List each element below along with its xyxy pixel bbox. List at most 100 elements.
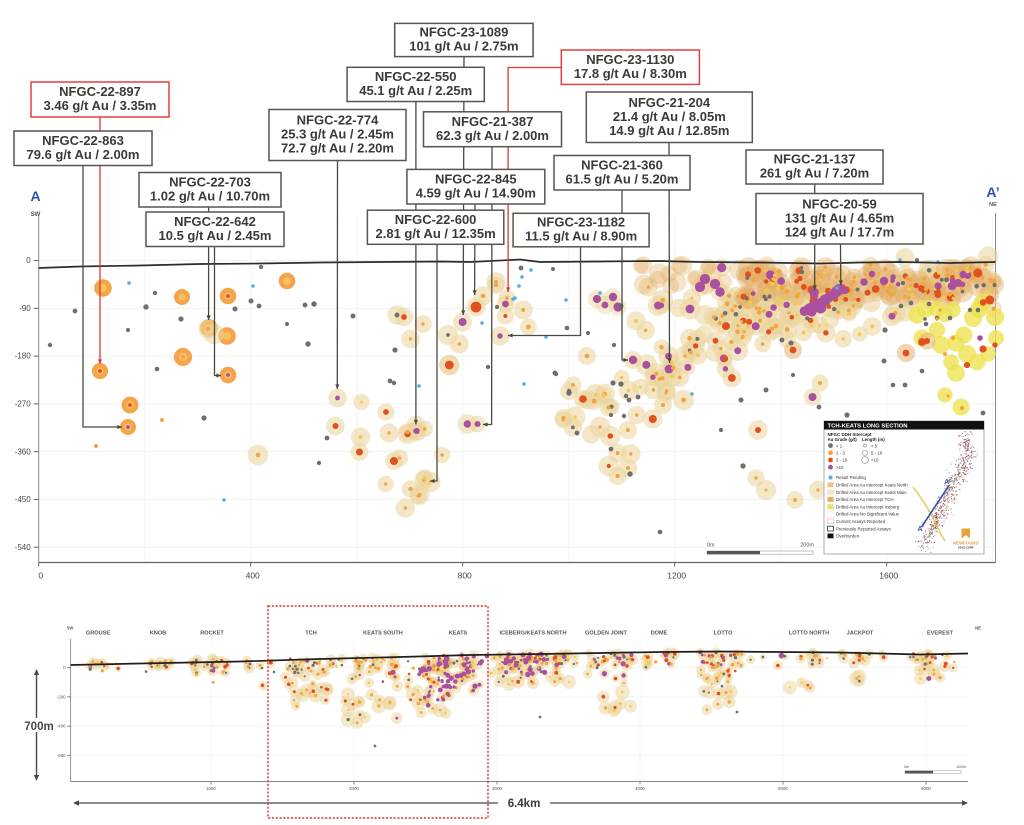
svg-text:ICEBERG/KEATS NORTH: ICEBERG/KEATS NORTH (499, 631, 566, 637)
svg-text:1000: 1000 (206, 786, 216, 791)
svg-text:Au Grade (g/t): Au Grade (g/t) (828, 437, 858, 442)
svg-text:NFGC-22-703: NFGC-22-703 (169, 174, 251, 189)
svg-text:5 - 10: 5 - 10 (871, 451, 883, 456)
svg-text:NEWFOUND: NEWFOUND (953, 541, 979, 546)
svg-text:>10: >10 (871, 458, 879, 463)
svg-text:NFGC DDH Intercept: NFGC DDH Intercept (828, 432, 873, 437)
svg-text:5000: 5000 (778, 786, 788, 791)
svg-text:400: 400 (246, 571, 260, 581)
svg-text:NFGC-22-845: NFGC-22-845 (435, 171, 517, 186)
svg-text:JACKPOT: JACKPOT (847, 631, 874, 637)
svg-text:NFGC-22-642: NFGC-22-642 (174, 214, 256, 229)
svg-text:NFGC-23-1130: NFGC-23-1130 (586, 52, 674, 67)
svg-text:Drilled Area Au Intercept Keat: Drilled Area Au Intercept Keats Main (836, 490, 907, 495)
svg-text:A: A (30, 188, 40, 204)
svg-text:4000: 4000 (635, 786, 645, 791)
svg-text:GROUSE: GROUSE (86, 631, 111, 637)
svg-text:NFGC-21-387: NFGC-21-387 (452, 114, 534, 129)
svg-text:Drilled Area Au Intercept Keat: Drilled Area Au Intercept Keats North (836, 483, 908, 488)
svg-text:GOLDEN JOINT: GOLDEN JOINT (585, 631, 628, 637)
svg-text:Drilled Area Au Intercept TCH: Drilled Area Au Intercept TCH (836, 497, 894, 502)
svg-text:62.3 g/t Au / 2.00m: 62.3 g/t Au / 2.00m (436, 128, 549, 143)
svg-text:NFGC-22-774: NFGC-22-774 (297, 113, 379, 128)
svg-text:-200: -200 (57, 694, 66, 699)
svg-text:11.5 g/t Au / 8.90m: 11.5 g/t Au / 8.90m (525, 229, 637, 244)
svg-text:101 g/t Au / 2.75m: 101 g/t Au / 2.75m (409, 39, 518, 54)
svg-text:DOME: DOME (651, 631, 668, 637)
svg-text:-360: -360 (15, 447, 32, 456)
svg-text:-600: -600 (57, 753, 66, 758)
svg-text:< 5: < 5 (871, 443, 878, 448)
svg-text:2000: 2000 (349, 786, 359, 791)
svg-text:A’: A’ (944, 479, 951, 486)
svg-text:LOTTO: LOTTO (714, 631, 734, 637)
svg-text:KNOB: KNOB (150, 631, 166, 637)
svg-text:79.6 g/t Au / 2.00m: 79.6 g/t Au / 2.00m (27, 147, 140, 162)
svg-text:NFGC-21-360: NFGC-21-360 (581, 157, 663, 172)
svg-text:2.81 g/t Au / 12.35m: 2.81 g/t Au / 12.35m (376, 226, 496, 241)
svg-text:200m: 200m (800, 543, 814, 549)
svg-text:61.5 g/t Au / 5.20m: 61.5 g/t Au / 5.20m (566, 171, 679, 186)
svg-text:NFGC-22-897: NFGC-22-897 (59, 84, 141, 99)
svg-text:SW: SW (31, 212, 41, 218)
svg-text:72.7 g/t Au / 2.20m: 72.7 g/t Au / 2.20m (281, 141, 394, 156)
svg-text:< 1: < 1 (836, 443, 843, 448)
svg-text:NFGC-22-863: NFGC-22-863 (42, 133, 124, 148)
svg-text:25.3 g/t Au / 2.45m: 25.3 g/t Au / 2.45m (281, 127, 394, 142)
svg-text:131 g/t Au / 4.65m: 131 g/t Au / 4.65m (785, 210, 894, 225)
svg-text:-270: -270 (15, 400, 32, 409)
svg-text:0: 0 (38, 571, 43, 581)
svg-text:-540: -540 (15, 543, 32, 552)
svg-text:NFGC-23-1089: NFGC-23-1089 (419, 25, 508, 40)
svg-text:NFGC-21-204: NFGC-21-204 (628, 95, 710, 110)
svg-text:Current Assays Reported: Current Assays Reported (836, 519, 886, 524)
svg-text:ROCKET: ROCKET (200, 631, 224, 637)
svg-text:-90: -90 (19, 304, 31, 313)
svg-text:0m: 0m (904, 765, 909, 769)
svg-text:GOLD CORP: GOLD CORP (958, 546, 974, 550)
svg-text:NE: NE (975, 626, 981, 631)
svg-text:700m: 700m (24, 721, 53, 733)
svg-text:NFGC-22-600: NFGC-22-600 (395, 212, 477, 227)
svg-text:Length (m): Length (m) (862, 437, 885, 442)
svg-text:Drilled Area Au Intercept Iceb: Drilled Area Au Intercept Iceberg (836, 504, 900, 509)
svg-text:800: 800 (458, 571, 472, 581)
svg-text:NFGC-23-1182: NFGC-23-1182 (537, 215, 625, 230)
svg-text:10.5 g/t Au / 2.45m: 10.5 g/t Au / 2.45m (159, 228, 272, 243)
svg-text:3 - 10: 3 - 10 (836, 458, 848, 463)
svg-text:NE: NE (989, 202, 997, 208)
svg-text:0: 0 (26, 256, 31, 265)
svg-text:A: A (917, 526, 922, 533)
svg-text:1600: 1600 (879, 571, 898, 581)
svg-text:NFGC-20-59: NFGC-20-59 (802, 196, 876, 211)
svg-text:0: 0 (63, 665, 66, 670)
svg-text:Previously Reported Assays: Previously Reported Assays (836, 526, 891, 531)
svg-text:261 g/t Au / 7.20m: 261 g/t Au / 7.20m (760, 166, 869, 181)
svg-text:EVEREST: EVEREST (927, 631, 954, 637)
svg-text:-400: -400 (57, 724, 66, 729)
svg-text:1.02 g/t Au / 10.70m: 1.02 g/t Au / 10.70m (150, 188, 270, 203)
svg-text:21.4 g/t Au / 8.05m: 21.4 g/t Au / 8.05m (613, 109, 726, 124)
svg-text:6000: 6000 (921, 786, 931, 791)
svg-text:45.1 g/t Au / 2.25m: 45.1 g/t Au / 2.25m (359, 83, 472, 98)
svg-text:3000: 3000 (492, 786, 502, 791)
svg-text:TCH-KEATS LONG SECTION: TCH-KEATS LONG SECTION (828, 424, 908, 430)
svg-text:14.9 g/t Au / 12.85m: 14.9 g/t Au / 12.85m (609, 123, 729, 138)
svg-text:>10: >10 (836, 465, 844, 470)
svg-text:400m: 400m (957, 765, 967, 769)
svg-text:124 g/t Au / 17.7m: 124 g/t Au / 17.7m (785, 224, 894, 239)
svg-text:Overburden: Overburden (836, 534, 860, 539)
svg-text:SW: SW (67, 626, 74, 631)
svg-text:1200: 1200 (667, 571, 686, 581)
svg-text:A’: A’ (986, 184, 999, 200)
svg-text:17.8 g/t Au / 8.30m: 17.8 g/t Au / 8.30m (574, 66, 687, 81)
svg-text:1 - 3: 1 - 3 (836, 451, 845, 456)
svg-text:NFGC-22-550: NFGC-22-550 (375, 69, 457, 84)
svg-text:3.46 g/t Au / 3.35m: 3.46 g/t Au / 3.35m (44, 98, 157, 113)
svg-text:Drilled Area No Significant Va: Drilled Area No Significant Value (836, 512, 900, 517)
svg-text:LOTTO NORTH: LOTTO NORTH (789, 631, 829, 637)
svg-text:6.4km: 6.4km (508, 798, 541, 810)
svg-text:KEATS SOUTH: KEATS SOUTH (363, 631, 403, 637)
svg-text:-180: -180 (15, 352, 32, 361)
svg-text:NFGC-21-137: NFGC-21-137 (774, 152, 856, 167)
